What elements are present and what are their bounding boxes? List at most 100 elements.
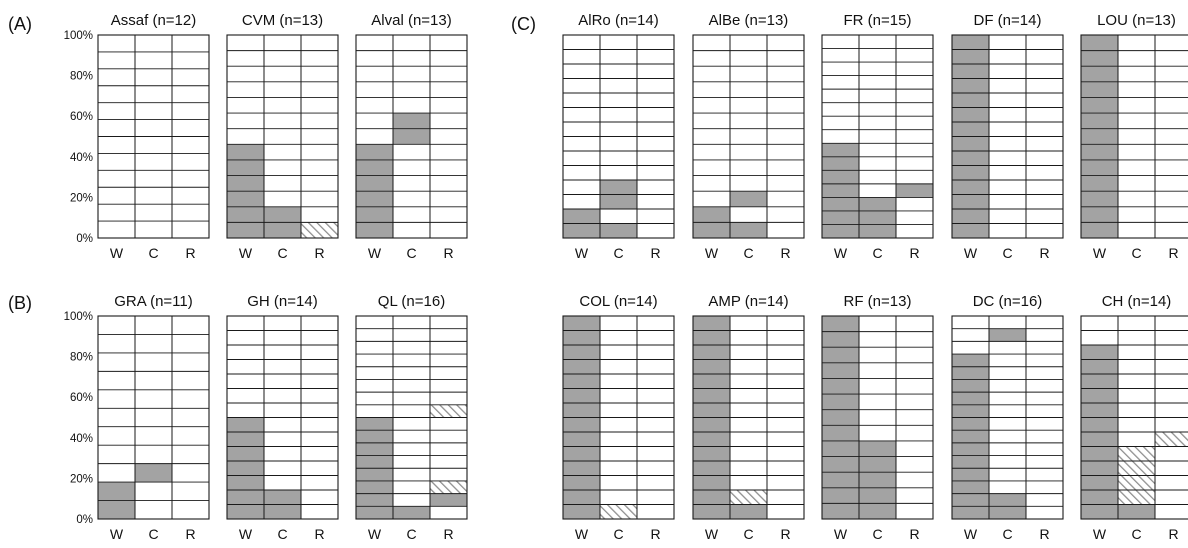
hatched-cell: [430, 404, 467, 418]
filled-cell: [822, 316, 859, 332]
filled-cell: [693, 432, 730, 447]
chart-panel: RF (n=13) W C R: [821, 293, 934, 542]
filled-cell: [1081, 475, 1118, 490]
chart-panel: FR (n=15) W C R: [821, 12, 934, 261]
category-label: C: [148, 245, 158, 261]
category-label: W: [834, 245, 848, 261]
category-label: C: [148, 526, 158, 542]
filled-cell: [952, 209, 989, 224]
y-tick-label: 60%: [70, 392, 93, 404]
chart-panel: CH (n=14) W C R: [1080, 293, 1188, 542]
filled-cell: [1081, 128, 1118, 145]
category-label: W: [239, 245, 253, 261]
chart-panel: AlRo (n=14) W C R: [562, 12, 675, 261]
filled-cell: [563, 432, 600, 447]
filled-cell: [952, 122, 989, 137]
category-label: R: [185, 245, 195, 261]
chart-border: [1080, 34, 1188, 239]
filled-cell: [952, 107, 989, 122]
filled-cell: [859, 224, 896, 238]
filled-cell: [952, 379, 989, 393]
y-tick-label: 80%: [70, 71, 93, 83]
chart-panel: GH (n=14) W C R: [226, 293, 339, 542]
category-label: C: [1002, 526, 1012, 542]
filled-cell: [1081, 417, 1118, 432]
filled-cell: [1081, 374, 1118, 389]
filled-cell: [1081, 144, 1118, 160]
category-label: R: [1168, 526, 1178, 542]
filled-cell: [356, 417, 393, 431]
hatched-cell: [1155, 432, 1188, 447]
filled-cell: [1081, 345, 1118, 360]
filled-cell: [227, 222, 264, 238]
category-label: R: [780, 245, 790, 261]
chart-border: [355, 315, 468, 520]
filled-cell: [952, 430, 989, 443]
category-label: C: [1131, 245, 1141, 261]
chart-panel: COL (n=14) W C R: [562, 293, 675, 542]
chart-panel: DF (n=14) W C R: [951, 12, 1064, 261]
category-label: C: [406, 526, 416, 542]
filled-cell: [1081, 446, 1118, 461]
category-label: C: [1002, 245, 1012, 261]
chart-border: [821, 315, 934, 520]
filled-cell: [563, 330, 600, 345]
filled-cell: [393, 113, 430, 129]
filled-cell: [1081, 490, 1118, 505]
filled-cell: [952, 78, 989, 93]
filled-cell: [563, 345, 600, 360]
filled-cell: [264, 206, 301, 223]
filled-cell: [1081, 35, 1118, 51]
filled-cell: [563, 461, 600, 476]
filled-cell: [822, 143, 859, 157]
filled-cell: [896, 183, 933, 198]
filled-cell: [1081, 222, 1118, 238]
filled-cell: [98, 482, 135, 501]
filled-cell: [563, 490, 600, 505]
filled-cell: [98, 500, 135, 519]
filled-cell: [693, 206, 730, 223]
filled-cell: [693, 403, 730, 418]
filled-cell: [356, 480, 393, 494]
filled-cell: [356, 442, 393, 456]
filled-cell: [227, 504, 264, 519]
filled-cell: [730, 191, 767, 207]
chart-border: [355, 34, 468, 239]
filled-cell: [693, 461, 730, 476]
filled-cell: [227, 461, 264, 476]
category-label: R: [1168, 245, 1178, 261]
chart-title: CVM (n=13): [242, 12, 323, 29]
chart-panel: GRA (n=11) W C R 0% 20% 40% 60% 80% 100%: [64, 293, 210, 542]
filled-cell: [227, 175, 264, 192]
chart-panel: Alval (n=13) W C R: [355, 12, 468, 261]
filled-cell: [356, 468, 393, 481]
hatched-cell: [301, 222, 338, 238]
chart-panel: DC (n=16) W C R: [951, 293, 1064, 542]
filled-cell: [1118, 504, 1155, 519]
filled-cell: [730, 222, 767, 238]
chart-border: [692, 315, 805, 520]
filled-cell: [563, 403, 600, 418]
chart-title: LOU (n=13): [1097, 12, 1176, 29]
filled-cell: [693, 504, 730, 519]
category-label: C: [277, 245, 287, 261]
category-label: W: [705, 245, 719, 261]
filled-cell: [1081, 388, 1118, 403]
filled-cell: [952, 151, 989, 166]
filled-cell: [563, 417, 600, 432]
filled-cell: [563, 209, 600, 224]
filled-cell: [952, 493, 989, 507]
filled-cell: [822, 394, 859, 410]
filled-cell: [693, 359, 730, 374]
filled-cell: [952, 49, 989, 64]
filled-cell: [227, 417, 264, 432]
filled-cell: [430, 493, 467, 507]
filled-cell: [563, 446, 600, 461]
panel-label: (C): [511, 14, 536, 34]
filled-cell: [1081, 50, 1118, 67]
category-label: R: [314, 526, 324, 542]
filled-cell: [693, 417, 730, 432]
category-label: R: [1039, 526, 1049, 542]
category-label: W: [239, 526, 253, 542]
